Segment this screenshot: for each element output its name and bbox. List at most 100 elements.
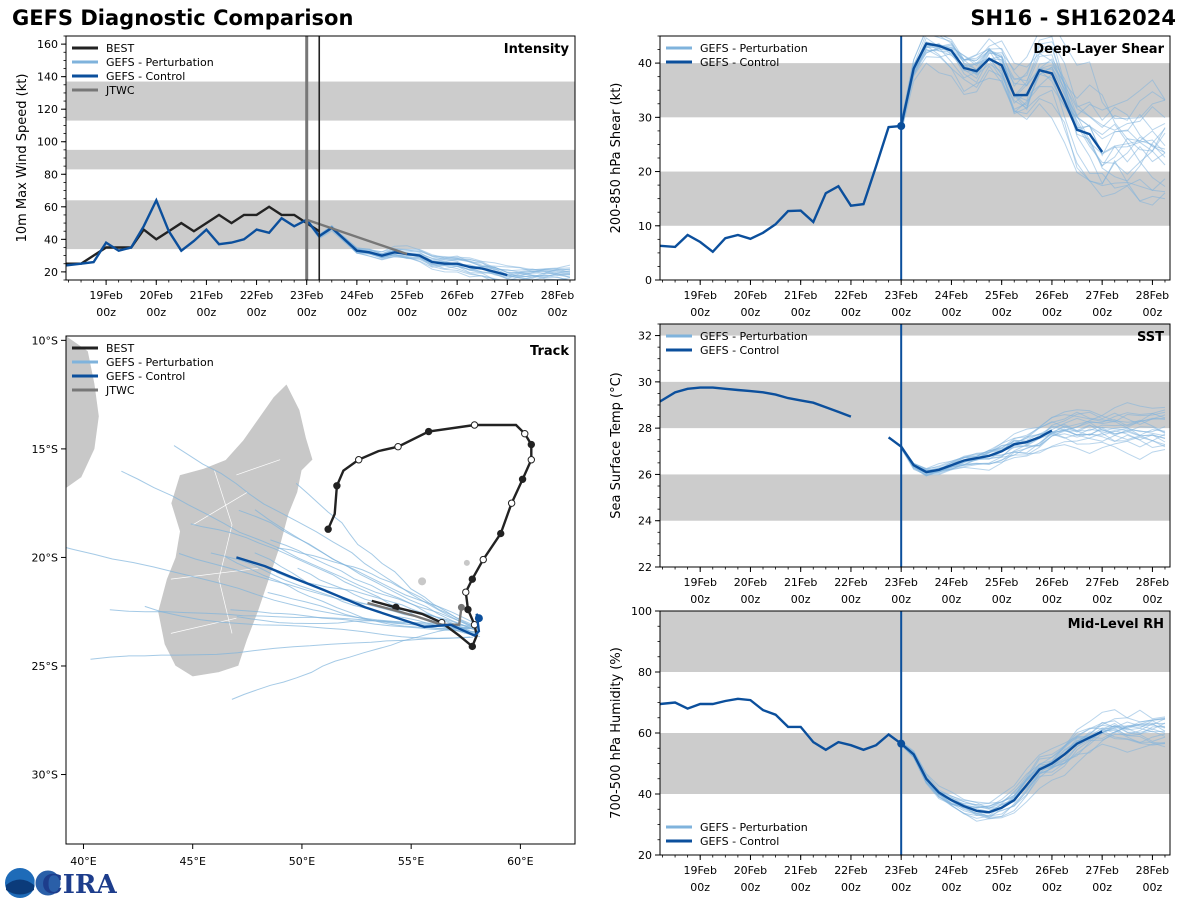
sst-xtick-label-hour: 00z: [891, 593, 911, 606]
sst-xtick-label-hour: 00z: [690, 593, 710, 606]
sst-ytick-label: 32: [638, 330, 652, 343]
intensity-legend-jtwc-label: JTWC: [105, 84, 135, 97]
sst-xtick-label-day: 26Feb: [1035, 576, 1068, 589]
shear-ytick-label: 20: [638, 166, 652, 179]
track-xtick-label: 50°E: [289, 855, 315, 868]
noaa-logo: [5, 868, 62, 898]
reunion-island: [418, 577, 427, 586]
shear-xtick-label-hour: 00z: [690, 306, 710, 319]
rh-xtick-label-hour: 00z: [1092, 881, 1112, 894]
storm-id-title: SH16 - SH162024: [970, 6, 1176, 30]
shear-xtick-label-hour: 00z: [891, 306, 911, 319]
intensity-xtick-label-day: 20Feb: [140, 289, 173, 302]
track-best-point: [424, 427, 433, 436]
intensity-control-line: [66, 197, 508, 277]
sst-xtick-label-day: 23Feb: [884, 576, 917, 589]
track-axes-frame: [65, 335, 576, 845]
intensity-panel-title: Intensity: [504, 42, 570, 57]
sst-ylabel: Sea Surface Temp (°C): [609, 372, 624, 519]
intensity-bands: [66, 81, 575, 250]
rh-xtick-label-hour: 00z: [992, 881, 1012, 894]
intensity-xtick-label-hour: 00z: [548, 306, 568, 319]
rh-xtick-label-hour: 00z: [690, 881, 710, 894]
track-perturbation-line: [121, 470, 479, 629]
sst-ytick-label: 26: [638, 468, 652, 481]
sst-xtick-label-hour: 00z: [1042, 593, 1062, 606]
rh-xtick-label-hour: 00z: [942, 881, 962, 894]
track-best-point: [333, 482, 341, 490]
intensity-xtick-label-day: 24Feb: [340, 289, 373, 302]
rh-xtick-label-day: 28Feb: [1136, 864, 1169, 877]
shear-ytick-label: 40: [638, 57, 652, 70]
intensity-ytick-label: 140: [37, 71, 58, 84]
track-best-point: [462, 588, 470, 596]
shear-xtick-label-hour: 00z: [841, 306, 861, 319]
shear-perturbation-line: [900, 44, 1166, 155]
rh-xtick-label-day: 20Feb: [734, 864, 767, 877]
shear-xtick-label-hour: 00z: [942, 306, 962, 319]
rh-xtick-label-day: 24Feb: [935, 864, 968, 877]
rh-ytick-label: 80: [638, 666, 652, 679]
shear-bands: [660, 63, 1170, 226]
shear-control-line: [660, 42, 1104, 254]
rh-xtick-label-hour: 00z: [1042, 881, 1062, 894]
track-control-line: [236, 556, 481, 638]
intensity-ytick-label: 80: [44, 168, 58, 181]
track-xtick-label: 55°E: [398, 855, 424, 868]
sst-ytick-label: 22: [638, 561, 652, 574]
rh-xtick-label-day: 23Feb: [884, 864, 917, 877]
shear-ytick-label: 10: [638, 220, 652, 233]
cira-logo: CIRA: [42, 870, 117, 900]
sst-xtick-label-day: 28Feb: [1136, 576, 1169, 589]
sst-xtick-label-hour: 00z: [1092, 593, 1112, 606]
intensity-xtick-label-day: 19Feb: [89, 289, 122, 302]
track-panel-title: Track: [530, 344, 569, 359]
track-legend-best-label: BEST: [106, 342, 134, 355]
shear-xtick-label-day: 19Feb: [683, 289, 716, 302]
sst-plot-area: [660, 324, 1166, 567]
track-xtick-label: 45°E: [179, 855, 205, 868]
shear-xtick-label-day: 21Feb: [784, 289, 817, 302]
shear-xtick-label-day: 22Feb: [834, 289, 867, 302]
rh-xtick-label-day: 27Feb: [1085, 864, 1118, 877]
rh-ytick-label: 20: [638, 849, 652, 862]
track-perturbation-line: [276, 571, 476, 635]
track-perturbation-line: [231, 626, 480, 700]
intensity-jtwc-line: [306, 218, 408, 256]
shear-xtick-label-hour: 00z: [1042, 306, 1062, 319]
shear-xtick-label-hour: 00z: [1143, 306, 1163, 319]
sst-xtick-label-day: 21Feb: [784, 576, 817, 589]
shear-panel-title: Deep-Layer Shear: [1033, 42, 1164, 57]
sst-xtick-label-day: 24Feb: [935, 576, 968, 589]
track-perturbation-line: [277, 547, 478, 628]
rh-legend-perturbation-label: GEFS - Perturbation: [700, 821, 808, 834]
track-perturbation-line: [144, 605, 474, 639]
rh-perturbation-line: [900, 709, 1166, 809]
shear-perturbation-line: [900, 62, 1166, 193]
shear-legend-control-label: GEFS - Control: [700, 56, 779, 69]
sst-ytick-label: 28: [638, 422, 652, 435]
track-best-point: [324, 525, 332, 533]
track-best-point: [394, 443, 402, 451]
sst-xtick-label-hour: 00z: [1143, 593, 1163, 606]
page-title: GEFS Diagnostic Comparison: [12, 6, 354, 30]
rh-legend-control-label: GEFS - Control: [700, 835, 779, 848]
shear-ylabel: 200-850 hPa Shear (kt): [609, 83, 624, 234]
rh-threshold-band: [660, 733, 1170, 794]
region-boundary: [192, 491, 248, 526]
shear-perturbation-line: [900, 49, 1166, 187]
shear-xtick-label-hour: 00z: [741, 306, 761, 319]
track-perturbation-line: [109, 609, 477, 627]
intensity-xtick-label-day: 21Feb: [190, 289, 223, 302]
sst-xtick-label-hour: 00z: [992, 593, 1012, 606]
track-best-point: [527, 440, 536, 449]
track-ytick-label: 20°S: [32, 551, 58, 564]
intensity-xtick-label-hour: 00z: [347, 306, 367, 319]
region-boundary: [170, 617, 237, 634]
sst-legend-perturbation-label: GEFS - Perturbation: [700, 330, 808, 343]
intensity-threshold-band: [66, 81, 575, 121]
track-ytick-label: 10°S: [32, 334, 58, 347]
region-boundary: [236, 459, 281, 476]
rh-plot-area: [660, 611, 1166, 855]
